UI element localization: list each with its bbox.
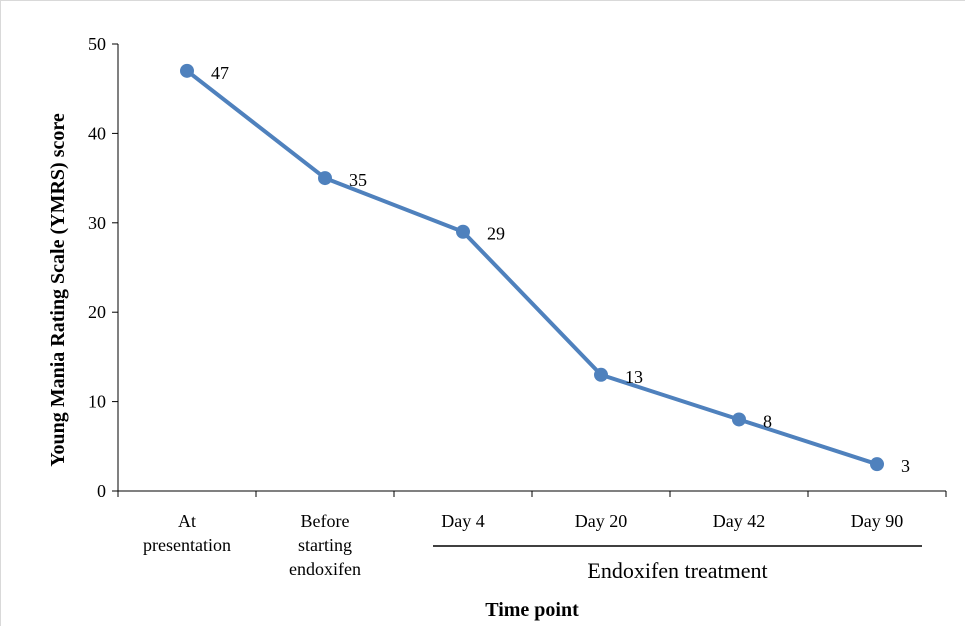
data-points <box>180 63 884 472</box>
data-label: 29 <box>487 224 505 244</box>
x-tick-label: Day 20 <box>575 511 628 531</box>
x-tick-label: Day 4 <box>441 511 485 531</box>
data-label: 35 <box>349 170 367 190</box>
data-point <box>318 171 332 186</box>
series-polyline <box>185 69 878 467</box>
data-label: 47 <box>211 63 229 83</box>
series-line <box>185 69 878 467</box>
data-labels: 47 35 29 13 8 3 <box>211 63 910 476</box>
x-tick-label: At presentation <box>143 511 231 555</box>
x-tick-label: Day 42 <box>713 511 766 531</box>
y-tick-label: 30 <box>88 213 106 233</box>
axes <box>117 44 946 492</box>
data-point <box>594 367 608 382</box>
y-tick-label: 50 <box>88 34 106 54</box>
data-label: 8 <box>763 411 772 431</box>
data-label: 13 <box>625 367 643 387</box>
data-point <box>732 412 746 427</box>
x-axis-title: Time point <box>485 599 579 621</box>
y-tick-label: 0 <box>97 481 106 501</box>
x-tick-label: Day 90 <box>851 511 904 531</box>
x-axis-tick-labels: At presentation Before starting endoxifen Day… <box>117 491 947 579</box>
data-point <box>870 457 884 472</box>
y-tick-label: 10 <box>88 392 106 412</box>
data-label: 3 <box>901 456 910 476</box>
y-tick-label: 20 <box>88 302 106 322</box>
y-axis-ticks: 0 10 20 30 40 50 <box>88 34 118 501</box>
endoxifen-treatment-label: Endoxifen treatment <box>587 558 767 583</box>
data-point <box>180 63 194 78</box>
x-tick-label: Before starting endoxifen <box>289 511 361 579</box>
y-tick-label: 40 <box>88 123 106 143</box>
y-axis-title: Young Mania Rating Scale (YMRS) score <box>47 113 69 467</box>
data-point <box>456 224 470 239</box>
